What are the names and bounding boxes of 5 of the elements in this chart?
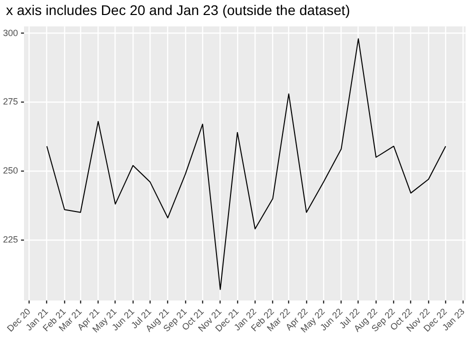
y-tick-label: 225: [2, 234, 18, 244]
y-tick-label: 250: [2, 166, 18, 176]
y-tick-label: 300: [2, 28, 18, 38]
y-tick-label: 275: [2, 96, 18, 107]
chart-title: x axis includes Dec 20 and Jan 23 (outside the dataset): [6, 2, 350, 18]
